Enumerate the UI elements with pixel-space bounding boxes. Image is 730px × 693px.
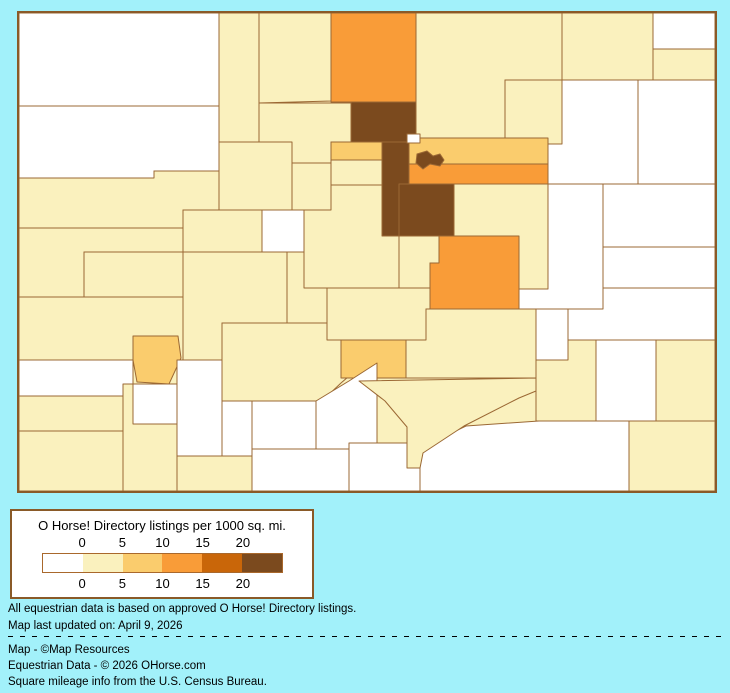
county-montezuma[interactable] bbox=[19, 430, 124, 491]
colorado-county-map bbox=[17, 11, 717, 493]
county-summit[interactable] bbox=[291, 162, 332, 211]
county-rio-blanco[interactable] bbox=[19, 105, 220, 179]
county-boulder[interactable] bbox=[350, 101, 417, 143]
county-conejos[interactable] bbox=[251, 448, 350, 491]
county-phillips[interactable] bbox=[652, 48, 715, 81]
county-moffat[interactable] bbox=[19, 13, 220, 107]
county-fremont[interactable] bbox=[326, 287, 431, 341]
county-prowers[interactable] bbox=[655, 339, 715, 422]
legend-tick: 5 bbox=[118, 576, 126, 591]
dashed-separator bbox=[8, 636, 722, 637]
county-lake[interactable] bbox=[261, 209, 305, 253]
county-gilpin[interactable] bbox=[330, 141, 383, 161]
county-huerfano[interactable] bbox=[358, 377, 537, 469]
legend-tick: 15 bbox=[195, 576, 210, 591]
legend-tick: 0 bbox=[78, 535, 86, 550]
map-legend: O Horse! Directory listings per 1000 sq.… bbox=[10, 509, 314, 599]
county-routt[interactable] bbox=[218, 13, 260, 143]
county-kit-carson[interactable] bbox=[602, 183, 715, 248]
county-san-juan[interactable] bbox=[132, 383, 178, 425]
legend-swatch-20+ bbox=[242, 554, 282, 572]
county-las-animas[interactable] bbox=[419, 420, 630, 491]
legend-tick: 0 bbox=[78, 576, 86, 591]
county-el-paso[interactable] bbox=[429, 235, 520, 310]
legend-tick: 10 bbox=[155, 535, 170, 550]
county-pueblo[interactable] bbox=[405, 308, 537, 379]
county-archuleta[interactable] bbox=[176, 455, 253, 491]
county-eagle[interactable] bbox=[218, 141, 293, 211]
county-crowley[interactable] bbox=[535, 308, 569, 361]
last-updated-note: Map last updated on: April 9, 2026 bbox=[8, 620, 183, 632]
legend-tick: 10 bbox=[155, 576, 170, 591]
census-credit: Square mileage info from the U.S. Census… bbox=[8, 676, 267, 688]
county-pitkin[interactable] bbox=[182, 209, 263, 253]
legend-tick: 20 bbox=[235, 576, 251, 591]
county-delta[interactable] bbox=[83, 251, 184, 298]
equestrian-data-credit: Equestrian Data - © 2026 OHorse.com bbox=[8, 660, 206, 672]
county-baca[interactable] bbox=[628, 420, 715, 491]
county-costilla[interactable] bbox=[348, 442, 421, 491]
legend-tick: 5 bbox=[118, 535, 126, 550]
county-logan[interactable] bbox=[561, 13, 654, 81]
county-arapahoe[interactable] bbox=[408, 163, 549, 185]
county-yuma[interactable] bbox=[637, 79, 715, 185]
data-disclaimer-note: All equestrian data is based on approved… bbox=[8, 603, 357, 615]
legend-tick: 20 bbox=[235, 535, 251, 550]
county-mineral[interactable] bbox=[221, 400, 253, 457]
county-sedgwick[interactable] bbox=[652, 13, 715, 50]
legend-swatch-5-10 bbox=[122, 554, 163, 572]
county-cheyenne[interactable] bbox=[602, 246, 715, 289]
legend-swatch-15-20 bbox=[202, 554, 243, 572]
county-morgan[interactable] bbox=[504, 79, 563, 145]
county-denver[interactable] bbox=[415, 150, 445, 170]
county-hinsdale[interactable] bbox=[176, 359, 223, 457]
county-bent[interactable] bbox=[595, 339, 657, 422]
county-map-svg bbox=[19, 13, 715, 491]
legend-title: O Horse! Directory listings per 1000 sq.… bbox=[38, 518, 286, 533]
county-rio-grande[interactable] bbox=[251, 400, 317, 457]
legend-swatch-0 bbox=[43, 554, 83, 572]
county-dolores[interactable] bbox=[19, 395, 124, 432]
county-clear-creek[interactable] bbox=[330, 159, 383, 186]
legend-swatch-0-5 bbox=[82, 554, 123, 572]
county-broomfield[interactable] bbox=[406, 133, 421, 144]
county-san-miguel[interactable] bbox=[19, 359, 134, 397]
legend-color-bar bbox=[42, 553, 283, 573]
map-credit: Map - ©Map Resources bbox=[8, 644, 130, 656]
county-jackson[interactable] bbox=[258, 13, 332, 104]
county-larimer[interactable] bbox=[330, 13, 417, 103]
county-alamosa[interactable] bbox=[315, 362, 378, 450]
legend-swatch-10-15 bbox=[162, 554, 203, 572]
legend-tick: 15 bbox=[195, 535, 210, 550]
